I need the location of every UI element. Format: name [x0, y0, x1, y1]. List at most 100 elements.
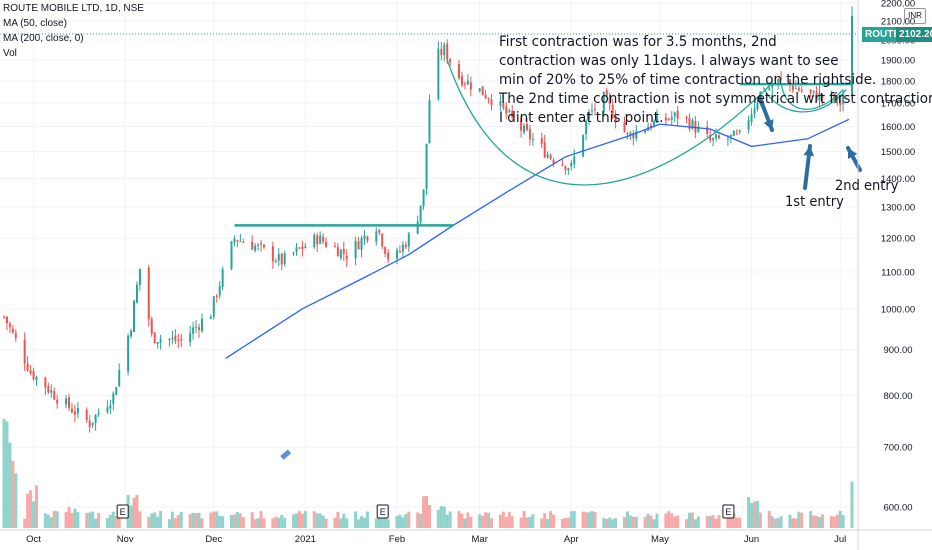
- volume-bar: [498, 514, 502, 528]
- candle-body: [325, 241, 328, 247]
- candle-body: [525, 123, 528, 130]
- candle-body: [425, 143, 428, 190]
- earnings-marker: [722, 504, 735, 519]
- y-tick-label: 2100.00: [881, 17, 915, 28]
- candle-body: [395, 250, 398, 259]
- volume-bar: [147, 516, 151, 528]
- volume-bar: [339, 518, 343, 528]
- candle-body: [339, 249, 342, 259]
- candle-body: [384, 247, 387, 254]
- candle-body: [469, 82, 472, 90]
- volume-bar: [522, 511, 526, 528]
- volume-bar: [153, 512, 157, 528]
- candle-body: [839, 98, 842, 106]
- candle-body: [298, 247, 301, 249]
- volume-bar: [401, 517, 405, 528]
- x-tick-label: Mar: [472, 534, 488, 545]
- candle-body: [520, 118, 523, 131]
- symbol-title[interactable]: ROUTE MOBILE LTD, 1D, NSE: [3, 3, 144, 14]
- volume-bar: [88, 512, 92, 528]
- x-tick-label: Jul: [834, 534, 846, 545]
- candle-body: [35, 376, 38, 380]
- volume-bar: [711, 515, 715, 528]
- volume-legend[interactable]: Vol: [3, 48, 17, 59]
- candle-body: [363, 235, 366, 240]
- candle-body: [771, 84, 774, 88]
- chart-grid: [0, 0, 858, 530]
- y-tick-label: 1600.00: [881, 122, 915, 133]
- candle-body: [192, 327, 195, 334]
- candle-body: [150, 318, 153, 335]
- candle-body: [449, 58, 452, 63]
- volume-bar: [693, 519, 697, 528]
- y-tick-label: 600.00: [883, 503, 912, 514]
- candle-body: [97, 413, 100, 415]
- candle-body: [794, 87, 797, 89]
- candle-body: [398, 251, 401, 253]
- candle-body: [588, 111, 591, 120]
- candle-body: [419, 205, 422, 223]
- time-axis: Oct Nov Dec 2021 Feb Mar Apr May Jun Jul: [0, 529, 932, 545]
- ma-line: [225, 118, 850, 359]
- candle-body: [23, 339, 26, 364]
- candle-body: [360, 237, 363, 250]
- candle-body: [608, 97, 611, 104]
- volume-bar: [569, 511, 573, 528]
- volume-bar: [809, 511, 813, 528]
- volume-bar: [543, 513, 547, 528]
- volume-bar: [504, 517, 508, 528]
- volume-bar: [687, 512, 691, 528]
- candle-body: [499, 101, 502, 106]
- candle-body: [85, 409, 88, 420]
- candle-body: [189, 333, 192, 343]
- volume-bar: [67, 507, 71, 528]
- volume-bar: [191, 512, 195, 528]
- candle-body: [851, 20, 853, 85]
- x-tick-label: May: [651, 534, 669, 545]
- volume-bar: [209, 512, 213, 528]
- candle-body: [830, 93, 833, 97]
- candle-body: [333, 245, 336, 247]
- volume-bar: [360, 516, 364, 528]
- candle-body: [407, 233, 410, 247]
- candle-body: [251, 241, 254, 250]
- candle-body: [458, 63, 461, 79]
- candle-body: [753, 108, 756, 114]
- candle-body: [585, 121, 588, 135]
- volume-bar: [448, 511, 452, 528]
- ma200-legend[interactable]: MA (200, close, 0): [3, 33, 84, 44]
- ma50-legend[interactable]: MA (50, close): [3, 18, 67, 29]
- candle-body: [688, 118, 691, 129]
- volume-bar: [602, 517, 606, 528]
- x-tick-label: Jun: [744, 534, 759, 545]
- candle-body: [112, 393, 115, 404]
- candle-body: [180, 338, 183, 341]
- candle-body: [280, 253, 283, 265]
- candle-body: [345, 255, 348, 260]
- currency-badge[interactable]: INR: [904, 8, 926, 24]
- candle-body: [387, 252, 390, 260]
- volume-bar: [726, 517, 730, 528]
- candle-body: [130, 330, 133, 337]
- candle-body: [44, 377, 47, 388]
- candle-body: [543, 142, 546, 158]
- candle-body: [732, 130, 735, 136]
- candle-body: [821, 94, 824, 98]
- volume-bar: [531, 514, 535, 528]
- volume-bar: [23, 518, 27, 528]
- volume-bar: [398, 514, 402, 528]
- last-price-tag: 2102.20: [896, 27, 932, 42]
- volume-bar: [457, 511, 461, 528]
- earnings-marker: [116, 504, 129, 519]
- volume-bar: [55, 511, 59, 528]
- volume-bar: [212, 511, 216, 528]
- candle-body: [667, 118, 670, 120]
- volume-bar: [218, 515, 222, 528]
- volume-bar: [652, 519, 656, 528]
- chart-legend: ROUTE MOBILE LTD, 1D, NSE MA (50, close)…: [3, 1, 144, 61]
- volume-bar: [91, 511, 95, 528]
- candle-body: [484, 94, 487, 99]
- volume-bar: [439, 506, 443, 528]
- candle-body: [292, 252, 295, 254]
